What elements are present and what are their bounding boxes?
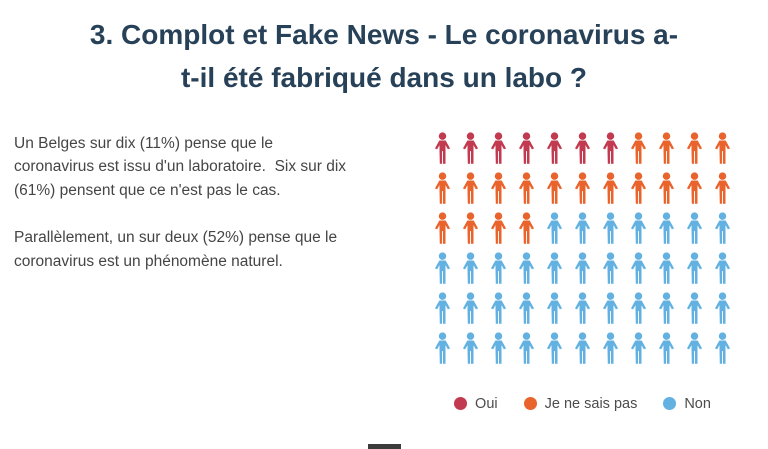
person-icon — [517, 332, 536, 364]
person-icon — [573, 132, 592, 164]
person-icon — [517, 212, 536, 244]
description-paragraph-2: Parallèlement, un sur deux (52%) pense q… — [14, 229, 342, 270]
person-icon — [713, 132, 732, 164]
person-icon — [433, 292, 452, 324]
pictogram-grid — [433, 132, 732, 364]
legend-dot-icon — [663, 397, 677, 411]
person-icon — [545, 292, 564, 324]
content-row: Un Belges sur dix (11%) pense que le cor… — [0, 132, 768, 412]
person-icon — [713, 172, 732, 204]
person-icon — [461, 332, 480, 364]
person-icon — [517, 132, 536, 164]
legend-dot-icon — [523, 397, 537, 411]
person-icon — [713, 252, 732, 284]
page-title-line1: 3. Complot et Fake News - Le coronavirus… — [89, 19, 679, 50]
person-icon — [545, 332, 564, 364]
person-icon — [461, 252, 480, 284]
person-icon — [629, 172, 648, 204]
person-icon — [517, 252, 536, 284]
page-title-line2: t-il été fabriqué dans un labo ? — [180, 62, 588, 94]
person-icon — [685, 132, 704, 164]
person-icon — [685, 172, 704, 204]
person-icon — [629, 212, 648, 244]
person-icon — [489, 332, 508, 364]
person-icon — [685, 252, 704, 284]
person-icon — [685, 212, 704, 244]
person-icon — [629, 292, 648, 324]
person-icon — [489, 172, 508, 204]
person-icon — [545, 212, 564, 244]
pictogram-chart: Oui Je ne sais pas Non — [433, 132, 732, 412]
person-icon — [489, 132, 508, 164]
person-icon — [657, 332, 676, 364]
person-icon — [629, 252, 648, 284]
person-icon — [545, 252, 564, 284]
person-icon — [461, 172, 480, 204]
person-icon — [517, 292, 536, 324]
legend: Oui Je ne sais pas Non — [454, 396, 711, 412]
person-icon — [601, 132, 620, 164]
person-icon — [713, 292, 732, 324]
person-icon — [461, 212, 480, 244]
person-icon — [545, 132, 564, 164]
person-icon — [573, 212, 592, 244]
cropped-next-element — [368, 444, 401, 449]
person-icon — [433, 172, 452, 204]
legend-item: Non — [663, 396, 711, 412]
legend-item: Je ne sais pas — [523, 395, 638, 412]
person-icon — [517, 172, 536, 204]
person-icon — [433, 212, 452, 244]
person-icon — [461, 292, 480, 324]
legend-label: Je ne sais pas — [544, 395, 638, 412]
person-icon — [489, 212, 508, 244]
description-paragraph-1: Un Belges sur dix (11%) pense que le cor… — [14, 134, 351, 199]
person-icon — [601, 172, 620, 204]
legend-label: Non — [684, 395, 711, 412]
person-icon — [433, 132, 452, 164]
person-icon — [685, 332, 704, 364]
person-icon — [433, 252, 452, 284]
person-icon — [685, 292, 704, 324]
person-icon — [601, 292, 620, 324]
page-title: 3. Complot et Fake News - Le coronavirus… — [0, 0, 768, 100]
description-text: Un Belges sur dix (11%) pense que le cor… — [14, 132, 354, 274]
person-icon — [657, 212, 676, 244]
person-icon — [629, 132, 648, 164]
legend-dot-icon — [454, 397, 468, 411]
person-icon — [489, 292, 508, 324]
person-icon — [601, 252, 620, 284]
person-icon — [545, 172, 564, 204]
person-icon — [601, 332, 620, 364]
person-icon — [657, 132, 676, 164]
person-icon — [489, 252, 508, 284]
person-icon — [573, 292, 592, 324]
person-icon — [573, 252, 592, 284]
legend-item: Oui — [454, 396, 498, 412]
person-icon — [713, 332, 732, 364]
person-icon — [657, 292, 676, 324]
person-icon — [461, 132, 480, 164]
person-icon — [657, 252, 676, 284]
person-icon — [713, 212, 732, 244]
person-icon — [601, 212, 620, 244]
person-icon — [433, 332, 452, 364]
person-icon — [573, 332, 592, 364]
person-icon — [657, 172, 676, 204]
legend-label: Oui — [475, 395, 498, 412]
person-icon — [629, 332, 648, 364]
person-icon — [573, 172, 592, 204]
